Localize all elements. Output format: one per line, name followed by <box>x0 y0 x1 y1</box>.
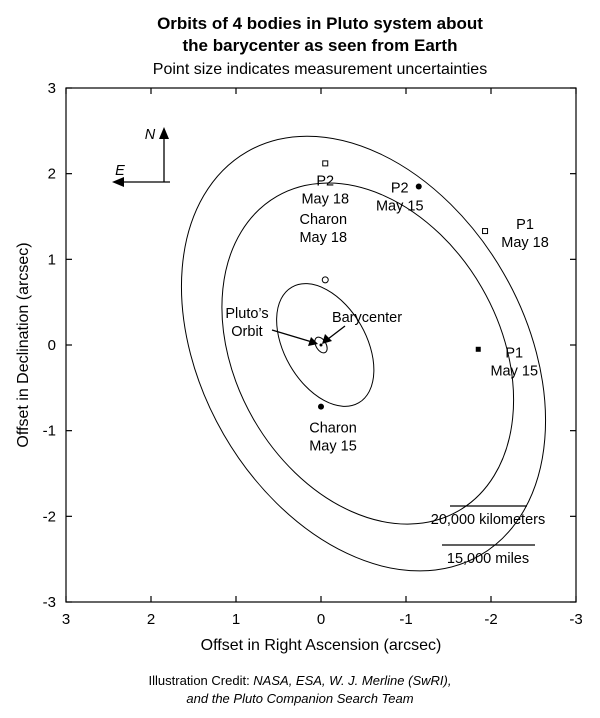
x-tick-label: -3 <box>569 611 582 628</box>
p2-may-15-marker <box>415 183 422 190</box>
body-labels: Charon May 18 Charon May 15 P2 May 18 P2 May 15… <box>299 173 548 454</box>
p1-may-15-label-name: P1 <box>505 345 523 361</box>
pluto-orbit-annotation: Pluto’s Orbit <box>225 306 318 346</box>
y-tick-label: -2 <box>43 508 56 525</box>
p1-may-18-label-name: P1 <box>516 217 534 233</box>
x-tick-label: 1 <box>232 611 240 628</box>
charon-may-15-label-date: May 15 <box>309 439 357 455</box>
north-arrowhead-icon <box>159 127 169 139</box>
credit-line-1: Illustration Credit: NASA, ESA, W. J. Me… <box>149 673 452 688</box>
p2-may-15-label-date: May 15 <box>376 199 424 215</box>
y-tick-label: -1 <box>43 423 56 440</box>
p2-may-18-marker <box>322 160 329 167</box>
charon-may-18-marker <box>321 276 329 284</box>
scale-bar-miles-label: 15,000 miles <box>447 551 529 567</box>
credit-line-2: and the Pluto Companion Search Team <box>186 691 413 706</box>
charon-may-18-label-name: Charon <box>299 212 347 228</box>
x-tick-label: 3 <box>62 611 70 628</box>
orbit-charon <box>276 283 375 407</box>
east-label: E <box>115 163 125 179</box>
chart-subtitle: Point size indicates measurement uncerta… <box>153 61 487 78</box>
barycenter-arrow <box>327 325 346 340</box>
credit-prefix: Illustration Credit: <box>149 673 254 688</box>
y-axis-label: Offset in Declination (arcsec) <box>15 242 32 447</box>
body-markers <box>318 160 489 410</box>
charon-may-15-marker <box>318 403 324 410</box>
y-tick-label: 3 <box>48 80 56 97</box>
y-tick-label: 1 <box>48 251 56 268</box>
pluto-orbit-label-line-1: Pluto’s <box>225 306 268 322</box>
chart-title-line-1: Orbits of 4 bodies in Pluto system about <box>157 14 483 33</box>
charon-may-18-label-date: May 18 <box>299 230 347 246</box>
pluto-orbit-arrow <box>271 329 313 343</box>
east-arrowhead-icon <box>112 177 124 187</box>
orbit-ellipses <box>180 135 547 572</box>
charon-may-15-label-name: Charon <box>309 421 357 437</box>
y-tick-label: 0 <box>48 337 56 354</box>
orbit-p2 <box>221 182 515 525</box>
x-tick-label: -1 <box>399 611 412 628</box>
orbit-p1 <box>180 135 547 572</box>
p2-may-18-label-date: May 18 <box>301 191 349 207</box>
p2-may-18-label-name: P2 <box>316 173 334 189</box>
y-tick-label: 2 <box>48 166 56 183</box>
barycenter-annotation: Barycenter <box>322 310 402 344</box>
p1-may-18-label-date: May 18 <box>501 235 549 251</box>
x-tick-label: 0 <box>317 611 325 628</box>
scale-bars: 20,000 kilometers 15,000 miles <box>431 505 545 567</box>
pluto-orbit-label-line-2: Orbit <box>231 324 262 340</box>
p2-may-15-label-name: P2 <box>391 181 409 197</box>
x-axis-ticks: 3 2 1 0 -1 -2 -3 <box>62 88 583 628</box>
p1-may-15-label-date: May 15 <box>490 363 538 379</box>
barycenter-arrowhead-icon <box>322 334 332 344</box>
x-axis-label: Offset in Right Ascension (arcsec) <box>201 637 442 654</box>
y-tick-label: -3 <box>43 594 56 611</box>
barycenter-dot <box>319 343 323 347</box>
north-label: N <box>145 127 156 143</box>
p1-may-18-marker <box>482 228 489 235</box>
chart-title-line-2: the barycenter as seen from Earth <box>183 36 458 55</box>
compass: N E <box>112 127 170 187</box>
scale-bar-km-label: 20,000 kilometers <box>431 512 545 528</box>
barycenter-label: Barycenter <box>332 310 402 326</box>
credit-names: NASA, ESA, W. J. Merline (SwRI), <box>253 673 451 688</box>
x-tick-label: -2 <box>484 611 497 628</box>
pluto-orbit-arrowhead-icon <box>308 337 318 346</box>
p1-may-15-marker <box>475 346 481 352</box>
x-tick-label: 2 <box>147 611 155 628</box>
y-axis-ticks: 3 2 1 0 -1 -2 -3 <box>43 80 576 611</box>
